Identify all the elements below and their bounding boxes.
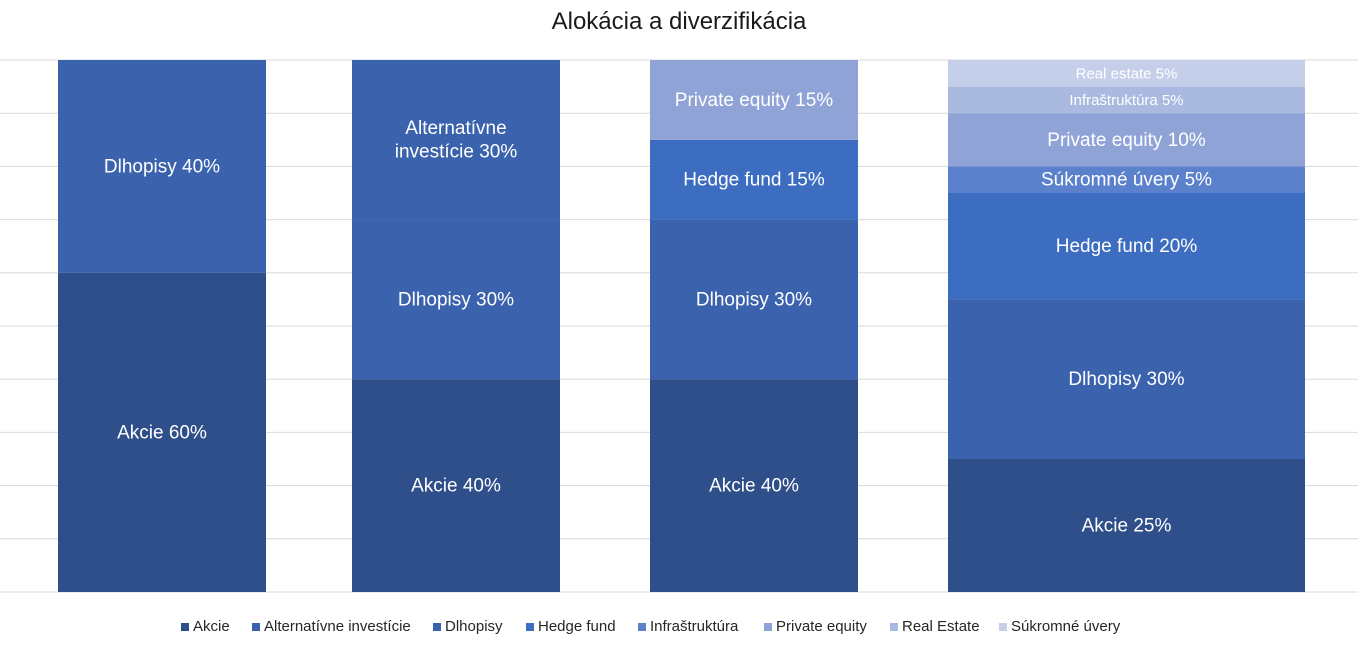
legend-item: Private equity [764,618,867,635]
data-label: Hedge fund 20% [1056,236,1198,257]
data-label: Hedge fund 15% [683,169,825,190]
data-label: Dlhopisy 30% [696,289,812,310]
bar-segment-akcie [58,272,266,592]
bar-segment-real-estate [948,60,1305,87]
data-label: Súkromné úvery 5% [1041,169,1212,190]
legend: Akcie Alternatívne investície Dlhopisy Hedg… [0,618,1358,640]
legend-item: Súkromné úvery [999,618,1120,635]
bar-segment-dlhopisy [58,60,266,273]
data-label: Real estate 5% [1076,65,1178,82]
bar-segment-hedge-fund [650,139,858,220]
legend-item: Infraštruktúra [638,618,738,635]
bar-segment-infraštruktúra [948,86,1305,114]
legend-swatch [638,622,646,631]
data-label: Alternatívne investície 30% [395,117,518,162]
bar-segment-akcie [352,379,560,592]
legend-label: Private equity [776,618,867,635]
data-label: Dlhopisy 30% [1068,369,1184,390]
bars [58,60,1305,592]
data-label: Private equity 10% [1047,129,1206,150]
legend-label: Real Estate [902,618,980,635]
data-label: Infraštruktúra 5% [1069,91,1183,108]
bar-segment-hedge-fund [948,193,1305,300]
data-label: Akcie 60% [117,422,207,443]
data-label: Dlhopisy 30% [398,289,514,310]
legend-swatch [181,622,189,631]
bar-segment-súkromné-úvery [948,166,1305,193]
legend-swatch [764,622,772,631]
bar-segment-dlhopisy [352,219,560,380]
legend-swatch [890,622,898,631]
data-label: Private equity 15% [675,89,834,110]
data-label: Dlhopisy 40% [104,156,220,177]
legend-swatch [433,622,441,631]
legend-item: Alternatívne investície [252,618,411,635]
legend-swatch [252,622,260,631]
legend-label: Hedge fund [538,618,616,635]
bar-segment-dlhopisy [650,219,858,380]
data-label: Akcie 25% [1082,515,1172,536]
bar-segment-akcie [948,459,1305,592]
legend-label: Dlhopisy [445,618,503,635]
legend-swatch [526,622,534,631]
data-labels: Akcie 60% Dlhopisy 40% Akcie 40% Dlhopisy 3… [104,65,1212,536]
legend-label: Infraštruktúra [650,618,739,635]
legend-label: Alternatívne investície [264,618,411,635]
bar-segment-private-equity [650,60,858,140]
legend-label: Súkromné úvery [1011,618,1121,635]
data-label: Akcie 40% [411,475,501,496]
bar-segment-akcie [650,379,858,592]
legend-item: Real Estate [890,618,980,635]
legend-item: Akcie [181,618,230,635]
legend-swatch [999,622,1007,631]
legend-item: Hedge fund [526,618,616,635]
data-label: Akcie 40% [709,475,799,496]
bar-segment-alternatívne-investície [352,60,560,220]
legend-label: Akcie [193,618,230,635]
bar-segment-private-equity [948,113,1305,167]
chart-title: Alokácia a diverzifikácia [551,8,807,35]
bar-segment-dlhopisy [948,299,1305,459]
legend-item: Dlhopisy [433,618,503,635]
